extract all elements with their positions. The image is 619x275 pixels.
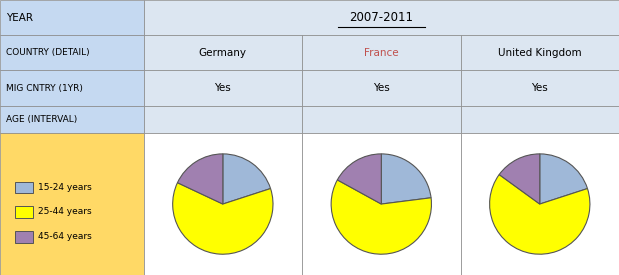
Text: Germany: Germany xyxy=(199,48,247,58)
Wedge shape xyxy=(331,180,431,254)
Bar xyxy=(15,182,33,193)
Bar xyxy=(302,35,461,70)
Bar xyxy=(0,35,144,70)
Wedge shape xyxy=(490,175,590,254)
Text: France: France xyxy=(364,48,399,58)
Bar xyxy=(461,133,619,275)
Text: 45-64 years: 45-64 years xyxy=(38,232,92,241)
Text: 2007-2011: 2007-2011 xyxy=(349,11,413,24)
Text: MIG CNTRY (1YR): MIG CNTRY (1YR) xyxy=(6,84,83,92)
Bar xyxy=(144,35,302,70)
Text: AGE (INTERVAL): AGE (INTERVAL) xyxy=(6,115,77,124)
Wedge shape xyxy=(178,154,223,204)
Wedge shape xyxy=(173,183,273,254)
Wedge shape xyxy=(540,154,587,204)
Text: COUNTRY (DETAIL): COUNTRY (DETAIL) xyxy=(6,48,90,57)
Bar xyxy=(144,106,302,133)
Bar xyxy=(461,106,619,133)
Wedge shape xyxy=(381,154,431,204)
Wedge shape xyxy=(337,154,381,204)
Bar xyxy=(144,0,619,35)
Wedge shape xyxy=(499,154,540,204)
Bar xyxy=(0,106,144,133)
Bar xyxy=(302,106,461,133)
Text: YEAR: YEAR xyxy=(6,13,33,23)
Text: Yes: Yes xyxy=(214,83,232,93)
Text: 15-24 years: 15-24 years xyxy=(38,183,92,191)
Text: United Kingdom: United Kingdom xyxy=(498,48,582,58)
Bar xyxy=(461,35,619,70)
Bar xyxy=(144,70,302,106)
Wedge shape xyxy=(223,154,271,204)
Bar xyxy=(15,206,33,218)
Text: Yes: Yes xyxy=(373,83,390,93)
Bar xyxy=(0,0,144,35)
Bar xyxy=(302,70,461,106)
Bar xyxy=(302,133,461,275)
Bar xyxy=(0,133,144,275)
Text: Yes: Yes xyxy=(531,83,548,93)
Bar xyxy=(144,133,302,275)
Text: 25-44 years: 25-44 years xyxy=(38,207,92,216)
Bar xyxy=(461,70,619,106)
Bar xyxy=(15,231,33,243)
Bar xyxy=(0,70,144,106)
